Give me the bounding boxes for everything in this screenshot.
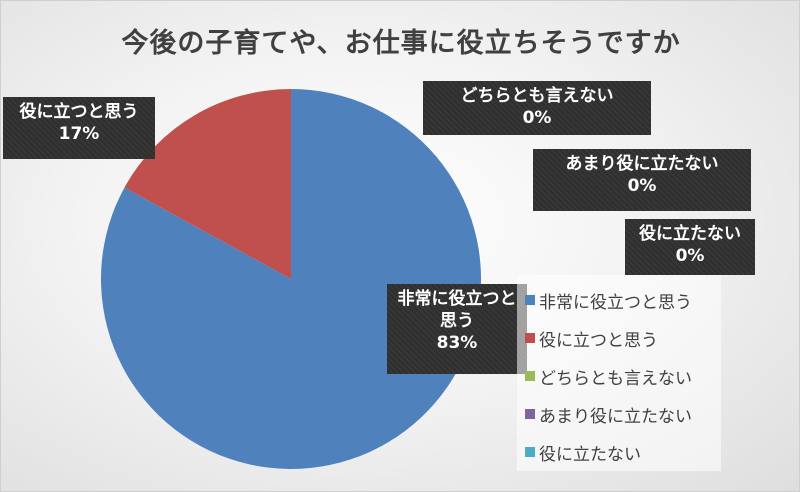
data-label-very-useful-value: 83% [436,333,478,353]
legend-label: あまり役に立たない [539,406,692,427]
legend-item: 非常に役立つと思う [517,281,721,319]
legend-swatch [525,371,535,381]
data-label-very-useful-line2: 思う [440,311,474,331]
data-label-very-useful-line1: 非常に役立つと [397,289,517,309]
legend-swatch [525,295,535,305]
data-label-not-very-useful-name: あまり役に立たない [565,154,719,174]
data-label-neutral-name: どちらとも言えない [460,86,614,106]
legend-swatch [525,447,535,457]
data-label-not-useful: 役に立たない 0% [625,219,755,275]
legend: 非常に役立つと思う 役に立つと思う どちらとも言えない あまり役に立たない 役に… [517,275,721,471]
data-label-neutral: どちらとも言えない 0% [423,81,651,135]
pie-slice [124,89,291,279]
legend-item: あまり役に立たない [517,395,721,433]
chart-title: 今後の子育てや、お仕事に役立ちそうですか [121,28,681,59]
legend-label: 役に立つと思う [539,330,658,351]
legend-item: 役に立たない [517,433,721,471]
legend-item: どちらとも言えない [517,357,721,395]
legend-label: 役に立たない [539,444,641,465]
legend-swatch [525,409,535,419]
data-label-very-useful: 非常に役立つと 思う 83% [387,284,527,374]
legend-label: どちらとも言えない [539,368,692,389]
legend-label: 非常に役立つと思う [539,292,692,313]
data-label-not-useful-name: 役に立たない [639,224,741,244]
data-label-useful-value: 17% [58,124,100,144]
data-label-not-very-useful-value: 0% [627,176,657,196]
pie-slice [100,89,481,469]
data-label-not-very-useful: あまり役に立たない 0% [533,149,751,211]
data-label-not-useful-value: 0% [675,246,705,266]
legend-swatch [525,333,535,343]
data-label-neutral-value: 0% [522,108,552,128]
data-label-useful-name: 役に立つと思う [19,102,139,122]
legend-item: 役に立つと思う [517,319,721,357]
data-label-useful: 役に立つと思う 17% [3,97,155,159]
